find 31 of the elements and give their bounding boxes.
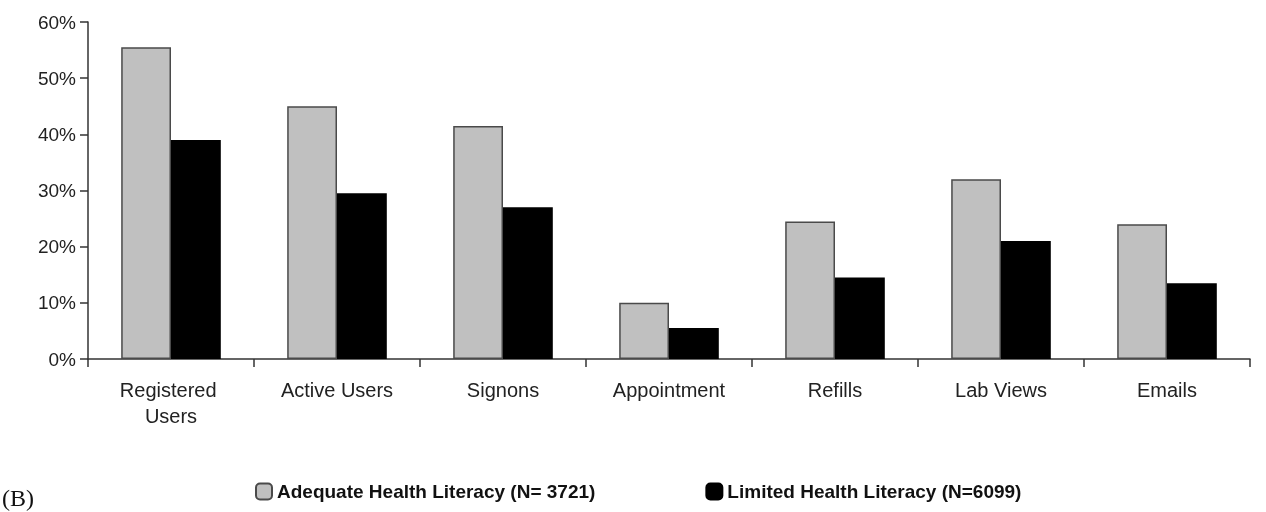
bar — [835, 277, 885, 359]
y-tick-label: 60% — [37, 11, 77, 33]
bar — [453, 125, 503, 359]
bar — [337, 193, 387, 359]
x-tick-label: Emails — [1136, 379, 1198, 401]
bar — [619, 302, 669, 359]
y-tick-label: 40% — [37, 123, 77, 145]
y-tick-label: 10% — [37, 292, 77, 314]
bar — [1117, 224, 1167, 359]
bar — [503, 207, 553, 359]
x-tick-label: Refills — [807, 379, 863, 401]
y-tick-label: 30% — [37, 180, 77, 201]
y-tick-label: 20% — [37, 236, 77, 258]
x-tick-label: Appointment — [612, 379, 726, 401]
y-tick-label: 50% — [37, 67, 77, 89]
x-tick-label: Lab Views — [955, 379, 1047, 401]
bar — [951, 179, 1001, 359]
legend-label: Limited Health Literacy (N=6099) — [727, 481, 1022, 502]
x-tick-label: Signons — [466, 379, 540, 401]
bar — [669, 328, 719, 359]
x-tick-label: Active Users — [280, 379, 394, 401]
legend-label: Adequate Health Literacy (N= 3721) — [277, 481, 596, 502]
bar — [121, 47, 171, 359]
y-tick-label: 0% — [48, 348, 77, 370]
bar — [287, 106, 337, 359]
text: (B) — [2, 485, 34, 511]
x-tick-label: Registered Users — [119, 379, 223, 427]
bar — [785, 221, 835, 359]
bar — [171, 139, 221, 359]
bar — [1167, 283, 1217, 359]
bar — [1001, 241, 1051, 359]
